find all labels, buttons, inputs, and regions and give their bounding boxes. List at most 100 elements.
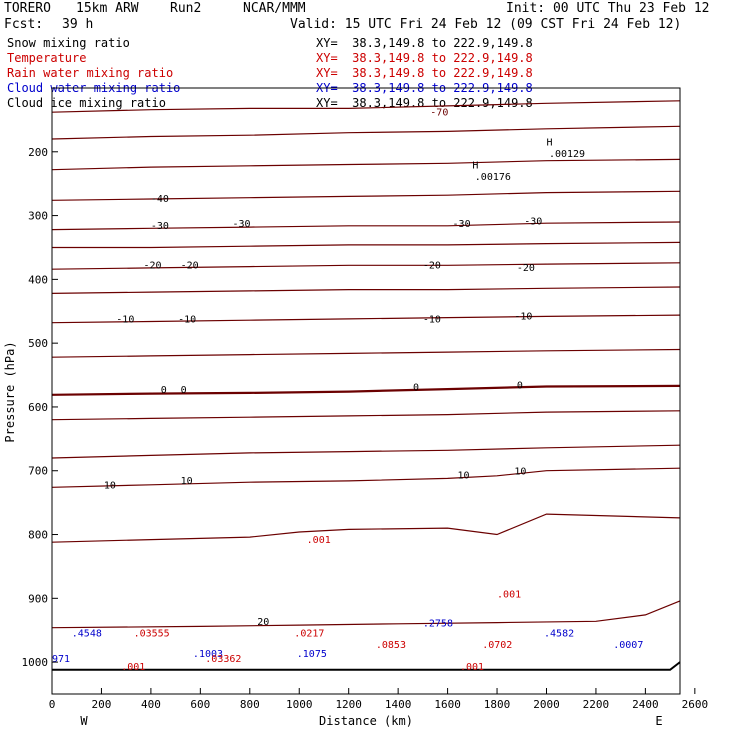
header-run: Run2	[170, 1, 202, 16]
x-tick-label-12: 2400	[632, 698, 659, 711]
contour-label-0: -70	[430, 107, 448, 118]
header-init: Init: 00 UTC Thu 23 Feb 12	[506, 1, 710, 16]
contour-label-29: .001	[121, 662, 145, 673]
contour-label-10: -10	[116, 315, 134, 326]
x-tick-label-8: 1600	[434, 698, 461, 711]
ground-line	[52, 661, 681, 671]
y-tick-label-5: 700	[28, 465, 48, 478]
field-xy-rain: XY= 38.3,149.8 to 222.9,149.8	[316, 66, 533, 80]
contour-label-11: -10	[178, 315, 196, 326]
isotherm-line-1	[51, 125, 681, 140]
contour-label-20: 10	[457, 470, 469, 481]
contour-label-21: 10	[514, 467, 526, 478]
contour-label-3: -30	[232, 219, 250, 230]
isotherm-line-3	[51, 190, 681, 201]
contour-label-18: 10	[104, 481, 116, 492]
y-tick-label-1: 300	[28, 210, 48, 223]
x-axis-east-label: E	[655, 714, 662, 728]
contour-label-37: .0853	[376, 640, 406, 651]
contour-label-33: .1003	[193, 649, 223, 660]
contour-label-6: -20	[143, 261, 161, 272]
x-tick-label-13: 2600	[682, 698, 709, 711]
y-axis-label: Pressure (hPa)	[3, 341, 17, 442]
contour-label-40: .4582	[544, 629, 574, 640]
x-axis-label: Distance (km)	[319, 714, 413, 728]
x-tick-label-9: 1800	[484, 698, 511, 711]
x-tick-label-3: 600	[190, 698, 210, 711]
y-tick-label-8: 1000	[22, 656, 49, 669]
field-name-temperature: Temperature	[7, 51, 87, 65]
x-tick-label-10: 2000	[533, 698, 560, 711]
header-org: NCAR/MMM	[243, 1, 306, 16]
isotherm-line-12	[51, 444, 681, 459]
y-tick-label-6: 800	[28, 529, 48, 542]
isotherm-line-10	[51, 384, 681, 396]
x-tick-label-0: 0	[49, 698, 56, 711]
contour-label-38: .2758	[423, 618, 453, 629]
contour-label-30: .001	[460, 662, 484, 673]
contour-label-32: .03555	[134, 629, 170, 640]
contour-label-16: 0	[413, 382, 419, 393]
isotherm-line-2	[51, 158, 681, 171]
contour-label-35: .0217	[294, 629, 324, 640]
contour-label-14: 0	[161, 385, 167, 396]
contour-label-4: -30	[453, 219, 471, 230]
contour-label-15: 0	[181, 385, 187, 396]
contour-label-36: .1075	[297, 649, 327, 660]
contour-label-5: -30	[524, 217, 542, 228]
isotherm-line-11	[51, 410, 681, 421]
isotherm-line-0	[51, 100, 681, 113]
contour-label-8: -20	[423, 261, 441, 272]
contour-label-1: -40	[151, 194, 169, 205]
isotherm-line-15	[51, 600, 681, 629]
isotherm-line-13	[51, 467, 681, 488]
y-tick-label-7: 900	[28, 592, 48, 605]
header-model: TORERO	[4, 1, 51, 16]
header-resolution: 15km ARW	[76, 1, 139, 16]
isotherm-line-9	[51, 348, 681, 358]
contour-label-23: H	[546, 137, 552, 148]
header-valid: Valid: 15 UTC Fri 24 Feb 12 (09 CST Fri …	[290, 17, 682, 32]
isotherm-line-4	[51, 221, 681, 231]
contour-label-39: .0702	[482, 640, 512, 651]
contour-label-12: -10	[423, 315, 441, 326]
isotherm-line-5	[52, 241, 681, 249]
contour-label-31: .4548	[72, 629, 102, 640]
contour-label-2: -30	[151, 221, 169, 232]
contour-label-28: .001	[497, 590, 521, 601]
contour-label-13: -10	[514, 312, 532, 323]
contour-label-7: -20	[181, 261, 199, 272]
x-axis-west-label: W	[80, 714, 88, 728]
contour-label-42: 971	[52, 654, 70, 665]
x-tick-label-1: 200	[92, 698, 112, 711]
isotherm-line-6	[51, 262, 681, 270]
field-xy-temperature: XY= 38.3,149.8 to 222.9,149.8	[316, 51, 533, 65]
contour-label-41: .0007	[613, 640, 643, 651]
y-tick-label-3: 500	[28, 337, 48, 350]
y-tick-label-2: 400	[28, 273, 48, 286]
y-tick-label-0: 200	[28, 146, 48, 159]
contour-label-9: -20	[517, 263, 535, 274]
isotherm-line-7	[51, 286, 681, 294]
x-tick-label-5: 1000	[286, 698, 313, 711]
contour-label-26: .00176	[475, 172, 511, 183]
contour-label-24: .00129	[549, 149, 585, 160]
x-tick-label-4: 800	[240, 698, 260, 711]
field-name-cloud-ice: Cloud ice mixing ratio	[7, 96, 166, 110]
field-xy-snow: XY= 38.3,149.8 to 222.9,149.8	[316, 36, 533, 50]
contour-label-19: 10	[181, 476, 193, 487]
header-fcst-label: Fcst:	[4, 17, 44, 32]
x-tick-label-2: 400	[141, 698, 161, 711]
contour-label-25: H	[472, 160, 478, 171]
header-fcst-value: 39 h	[62, 17, 94, 32]
contour-label-27: .001	[307, 535, 331, 546]
isotherm-line-8	[51, 314, 681, 324]
isotherm-line-14	[51, 513, 681, 543]
x-tick-label-7: 1400	[385, 698, 412, 711]
contour-label-17: 0	[517, 380, 523, 391]
plot-frame	[51, 87, 681, 695]
contour-label-34: .03362	[205, 654, 241, 665]
field-name-snow: Snow mixing ratio	[7, 36, 130, 50]
contour-label-22: 20	[257, 617, 269, 628]
